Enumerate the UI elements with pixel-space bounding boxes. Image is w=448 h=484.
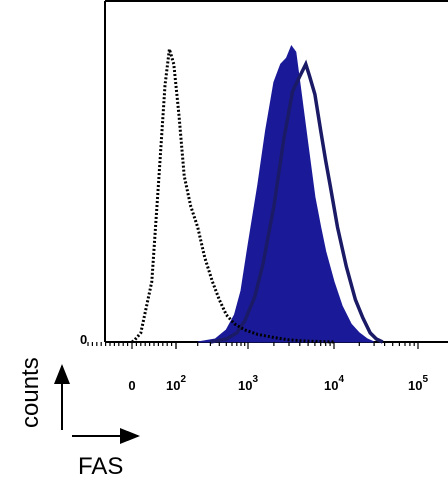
x-axis-label: FAS (78, 453, 123, 480)
y-axis-label-group: counts (17, 357, 70, 430)
x-tick-label-base: 10 (166, 378, 180, 393)
x-tick-label: 102 (166, 374, 186, 393)
y-tick-label: 0 (80, 332, 87, 347)
series-filled-histogram (197, 44, 375, 343)
x-tick-label-exponent: 3 (252, 374, 258, 385)
x-tick-label: 0 (128, 378, 135, 393)
series-dotted-histogram (131, 48, 335, 344)
x-tick-label-base: 10 (324, 378, 338, 393)
x-tick-label-base: 0 (128, 378, 135, 393)
x-tick-label-exponent: 4 (338, 374, 344, 385)
series-solid-outline-histogram (210, 59, 384, 344)
x-tick-label: 105 (408, 374, 428, 393)
y-axis-label: counts (17, 357, 44, 428)
x-tick-label-exponent: 5 (422, 374, 428, 385)
x-tick-label-exponent: 2 (180, 374, 186, 385)
x-tick-label: 103 (238, 374, 258, 393)
x-tick-label: 104 (324, 374, 344, 393)
series-layer (131, 44, 384, 344)
x-tick-label-base: 10 (238, 378, 252, 393)
x-tick-labels: 0 102 103 104 105 (128, 374, 428, 393)
x-axis-label-group: FAS (72, 428, 140, 480)
x-tick-label-base: 10 (408, 378, 422, 393)
x-axis-ticks (87, 342, 419, 349)
